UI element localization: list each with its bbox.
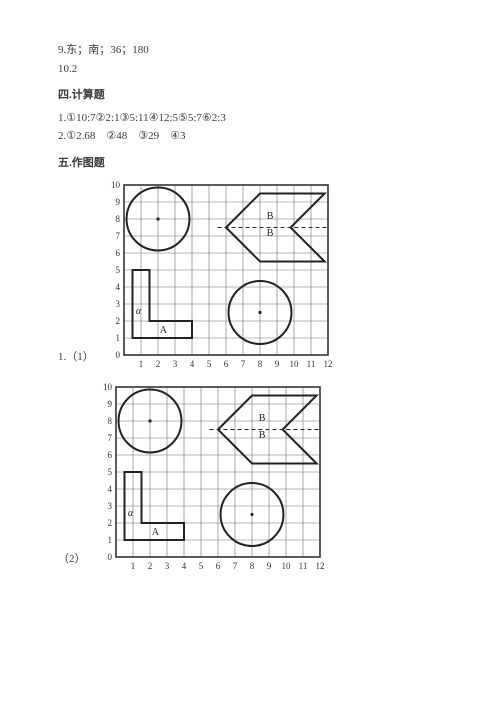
svg-text:4: 4 [107, 484, 112, 494]
svg-text:11: 11 [298, 561, 307, 571]
svg-text:9: 9 [266, 561, 271, 571]
svg-text:7: 7 [232, 561, 237, 571]
svg-text:1: 1 [107, 535, 112, 545]
svg-text:10: 10 [281, 561, 291, 571]
svg-text:3: 3 [173, 359, 178, 369]
svg-text:2: 2 [107, 518, 112, 528]
svg-text:7: 7 [115, 231, 120, 241]
svg-text:B: B [258, 430, 265, 441]
svg-text:0: 0 [107, 552, 112, 562]
svg-text:10: 10 [111, 180, 121, 190]
figure-2: 012345678910123456789101112AαBB [92, 381, 330, 575]
svg-text:2: 2 [115, 316, 120, 326]
svg-text:2: 2 [156, 359, 161, 369]
svg-text:6: 6 [115, 248, 120, 258]
svg-text:3: 3 [164, 561, 169, 571]
answer-9: 9.东；南；36；180 [58, 42, 442, 59]
svg-text:6: 6 [107, 450, 112, 460]
svg-text:5: 5 [115, 265, 120, 275]
svg-text:2: 2 [147, 561, 152, 571]
figure-2-row: （2） 012345678910123456789101112AαBB [58, 381, 442, 575]
svg-text:5: 5 [198, 561, 203, 571]
calc-line-1: 1.①10:7②2:1③5:11④12:5⑤5:7⑥2:3 [58, 110, 442, 127]
svg-text:7: 7 [107, 433, 112, 443]
answer-10: 10.2 [58, 61, 442, 78]
svg-text:7: 7 [241, 359, 246, 369]
calc-line-2: 2.①2.68 ②48 ③29 ④3 [58, 128, 442, 145]
svg-text:4: 4 [190, 359, 195, 369]
svg-text:1: 1 [139, 359, 144, 369]
figure-1: 012345678910123456789101112AαBB [100, 179, 338, 373]
section-5-title: 五.作图题 [58, 155, 442, 172]
svg-text:1: 1 [115, 333, 120, 343]
svg-text:8: 8 [258, 359, 263, 369]
svg-text:9: 9 [275, 359, 280, 369]
svg-text:4: 4 [181, 561, 186, 571]
svg-text:A: A [151, 527, 159, 538]
figure-1-label: 1.（1） [58, 349, 94, 366]
svg-text:6: 6 [224, 359, 229, 369]
svg-text:6: 6 [215, 561, 220, 571]
svg-text:3: 3 [115, 299, 120, 309]
svg-text:B: B [267, 211, 274, 222]
svg-text:B: B [258, 413, 265, 424]
svg-text:12: 12 [323, 359, 332, 369]
svg-text:12: 12 [315, 561, 324, 571]
svg-text:α: α [136, 306, 142, 317]
page: { "answers": { "q9": "9.东；南；36；180", "q1… [0, 0, 500, 707]
svg-text:9: 9 [115, 197, 120, 207]
svg-text:1: 1 [130, 561, 135, 571]
svg-text:5: 5 [107, 467, 112, 477]
svg-text:3: 3 [107, 501, 112, 511]
section-4-title: 四.计算题 [58, 87, 442, 104]
svg-text:11: 11 [306, 359, 315, 369]
svg-text:4: 4 [115, 282, 120, 292]
svg-text:α: α [127, 508, 133, 519]
svg-text:A: A [159, 325, 167, 336]
figure-1-row: 1.（1） 012345678910123456789101112AαBB [58, 179, 442, 373]
svg-text:0: 0 [115, 350, 120, 360]
svg-text:8: 8 [115, 214, 120, 224]
svg-text:9: 9 [107, 399, 112, 409]
svg-text:10: 10 [289, 359, 299, 369]
svg-text:10: 10 [103, 382, 113, 392]
svg-text:8: 8 [107, 416, 112, 426]
svg-text:5: 5 [207, 359, 212, 369]
svg-text:8: 8 [249, 561, 254, 571]
figure-2-label: （2） [58, 551, 86, 568]
svg-text:B: B [267, 228, 274, 239]
